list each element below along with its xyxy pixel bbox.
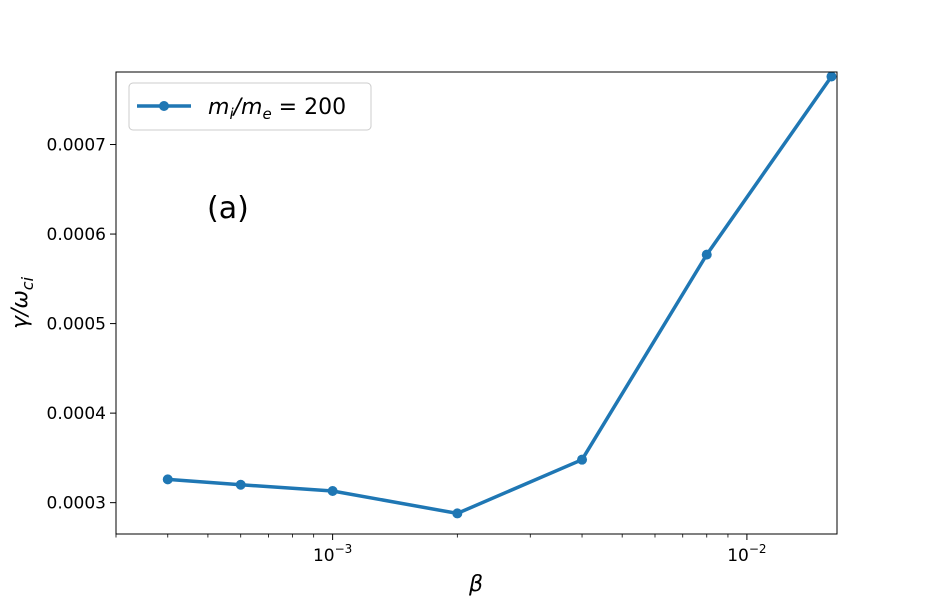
y-axis: 0.0003 0.0004 0.0005 0.0006 0.0007 — [47, 136, 116, 514]
y-tick-label: 0.0006 — [47, 225, 106, 245]
x-axis: 10−3 10−2 — [115, 534, 767, 566]
x-tick-label: 10−2 — [727, 542, 766, 566]
legend-label: mi/me = 200 — [208, 95, 346, 123]
data-point — [826, 71, 837, 82]
y-tick-label: 0.0004 — [47, 404, 106, 424]
y-axis-title-main: γ/ω — [8, 290, 33, 329]
legend: mi/me = 200 — [128, 82, 372, 131]
axes-frame — [115, 71, 838, 535]
panel-label: (a) — [207, 191, 249, 226]
legend-marker-swatch — [159, 101, 169, 111]
data-point — [452, 508, 463, 519]
plot-area — [162, 71, 837, 519]
y-tick-label: 0.0003 — [47, 494, 106, 514]
data-point — [327, 486, 338, 497]
series-line — [166, 74, 834, 516]
y-tick-label: 0.0005 — [47, 315, 106, 335]
x-axis-title: β — [468, 572, 483, 597]
data-point — [701, 249, 712, 260]
data-point — [162, 474, 173, 485]
data-point — [577, 454, 588, 465]
y-tick-label: 0.0007 — [47, 136, 106, 156]
y-axis-title-sub: ci — [18, 276, 37, 290]
legend-box — [128, 82, 372, 131]
x-tick-label: 10−3 — [313, 542, 352, 566]
y-axis-title: γ/ωci — [8, 276, 37, 329]
data-point — [235, 479, 246, 490]
